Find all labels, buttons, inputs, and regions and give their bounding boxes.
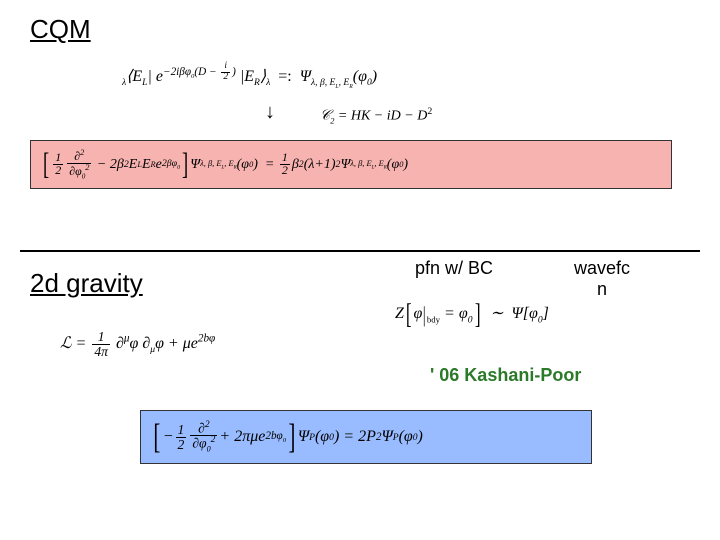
cqm-title: CQM (30, 14, 91, 45)
casimir-eq: 𝒞2 = HK − iD − D2 (320, 106, 432, 125)
cqm-box-eq: [ 12 ∂2∂φ02 − 2β2ELERe2βφ0 ] Ψλ, β, EL, … (30, 140, 672, 189)
lagrangian-eq: ℒ = 14π ∂μφ ∂μφ + μe2bφ (60, 330, 215, 358)
z-equation: Z[φ|bdy = φ0] ∼ Ψ[φ0] (395, 298, 549, 331)
section-divider (20, 250, 700, 252)
cqm-eq1: λ⟨EL| e−2iβφ0(D − i2) |ER⟩λ =: Ψλ, β, EL… (122, 62, 377, 90)
gravity-title: 2d gravity (30, 268, 143, 299)
label-wavefcn: wavefcn (572, 258, 632, 300)
gravity-box-eq: [ −12 ∂2∂φ02 + 2πμe2bφ0 ] ΨP(φ0) = 2P2 Ψ… (140, 410, 592, 464)
down-arrow-icon: ↓ (265, 102, 275, 122)
citation: ' 06 Kashani-Poor (430, 365, 581, 386)
label-pfn: pfn w/ BC (415, 258, 493, 279)
